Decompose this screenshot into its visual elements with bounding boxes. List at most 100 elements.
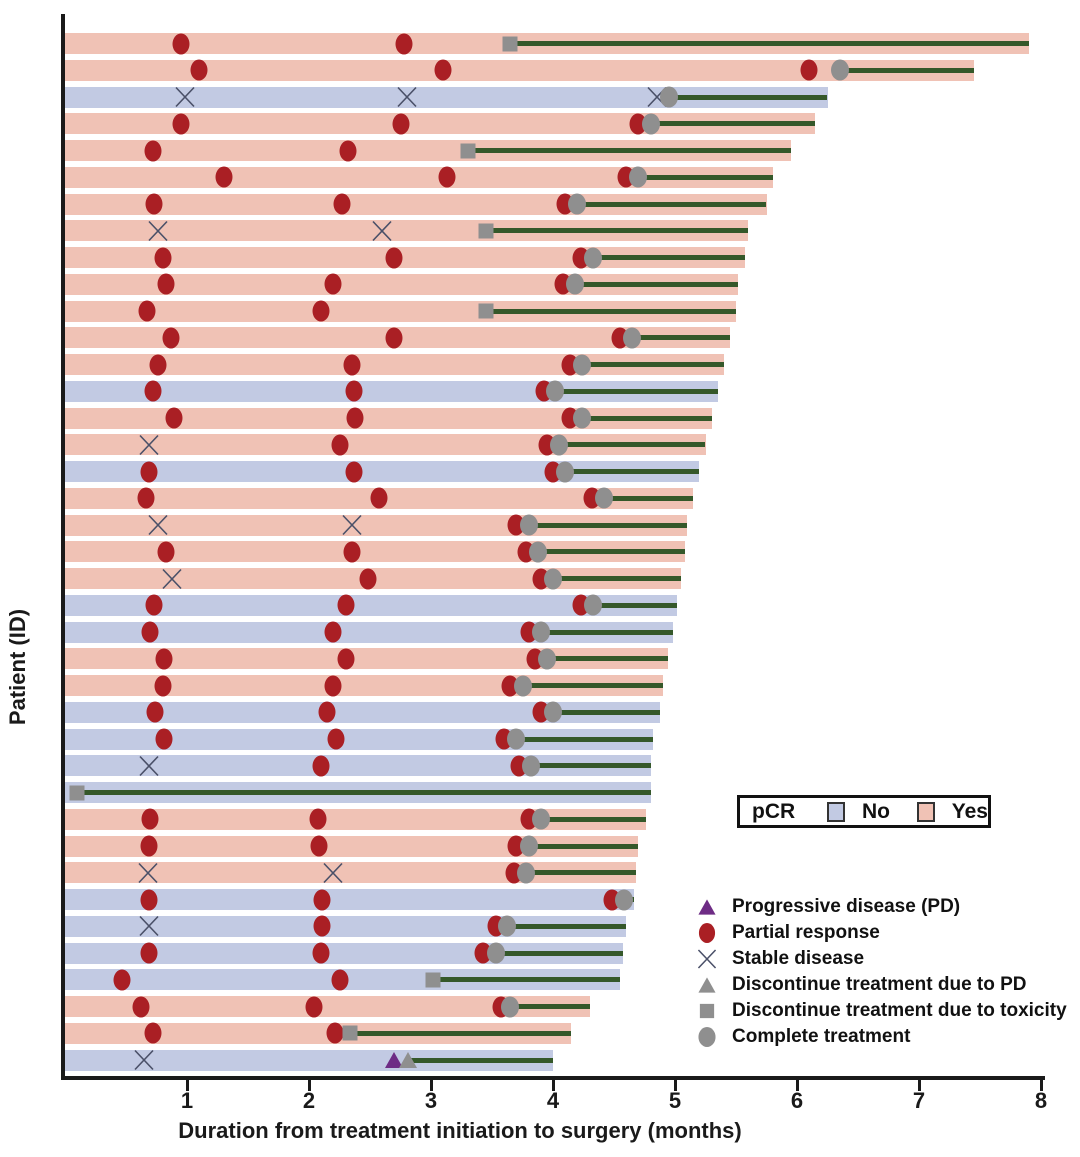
complete-treatment-marker: [507, 728, 526, 750]
partial-response-marker: [345, 380, 363, 402]
time-to-surgery-line: [467, 148, 791, 153]
partial-response-marker: [346, 407, 364, 429]
stable-disease-marker: [174, 86, 195, 108]
stable-disease-marker: [139, 916, 159, 937]
partial-response-marker: [333, 193, 351, 215]
partial-response-marker: [438, 166, 456, 188]
time-to-surgery-line: [77, 790, 651, 795]
patient-bar: [65, 407, 712, 429]
partial-response-marker: [146, 701, 164, 723]
discontinue-pd-marker: [398, 1052, 417, 1068]
complete-treatment-marker: [568, 193, 587, 215]
partial-response-marker: [149, 354, 167, 375]
partial-response-marker: [155, 728, 173, 750]
time-to-surgery-line: [522, 683, 663, 688]
complete-treatment-marker: [517, 862, 536, 884]
partial-response-marker: [165, 407, 183, 429]
partial-response-marker: [140, 942, 158, 964]
patient-bar: [65, 889, 634, 910]
time-to-surgery-line: [510, 41, 1029, 46]
x-axis-tick-label: 1: [180, 1088, 194, 1113]
patient-bar: [65, 1049, 553, 1071]
partial-response-marker: [343, 541, 361, 563]
discontinue-toxicity-marker: [342, 1025, 358, 1041]
patient-bar: [65, 113, 816, 135]
partial-response-marker: [144, 140, 162, 161]
x-axis-tick-label: 2: [302, 1088, 316, 1113]
partial-response-marker: [385, 327, 403, 349]
partial-response-marker: [144, 1022, 162, 1044]
x-axis-tick: [795, 1080, 799, 1091]
pcr-yes-label: Yes: [951, 799, 988, 823]
stable-disease-marker: [134, 1049, 154, 1071]
complete-treatment-marker: [546, 380, 565, 402]
stable-disease-marker: [323, 862, 343, 883]
discontinue-toxicity-marker: [699, 1003, 715, 1019]
partial-response-marker: [331, 969, 348, 991]
time-to-surgery-line: [668, 94, 828, 100]
time-to-surgery-line: [559, 442, 706, 448]
time-to-surgery-line: [510, 1004, 590, 1009]
pcr-no-swatch: [827, 801, 845, 822]
time-to-surgery-line: [407, 1057, 553, 1063]
time-to-surgery-line: [433, 977, 621, 983]
time-to-surgery-line: [574, 281, 739, 287]
stable-disease-marker: [397, 86, 417, 108]
x-axis-tick: [429, 1080, 433, 1091]
partial-response-marker: [312, 300, 330, 322]
pcr-legend-title: pCR: [752, 799, 796, 823]
partial-response-marker: [162, 327, 180, 349]
x-axis-tick-label: 3: [424, 1088, 438, 1113]
complete-treatment-marker: [486, 942, 505, 964]
complete-treatment-marker: [659, 86, 678, 108]
x-axis-title: Duration from treatment initiation to su…: [178, 1118, 742, 1143]
time-to-surgery-line: [495, 950, 623, 956]
partial-response-marker: [215, 166, 233, 188]
partial-response-marker: [331, 434, 348, 456]
patient-bar: [65, 808, 646, 830]
partial-response-marker: [137, 487, 155, 509]
complete-treatment-marker: [614, 889, 633, 910]
complete-treatment-marker: [544, 568, 562, 589]
partial-response-marker: [313, 889, 331, 910]
x-axis-tick: [185, 1080, 189, 1091]
discontinue-toxicity-marker: [502, 36, 518, 51]
patient-bar: [65, 354, 724, 375]
discontinue-toxicity-marker: [478, 303, 494, 319]
partial-response-marker: [392, 113, 409, 135]
partial-response-marker: [132, 996, 150, 1017]
patient-bar: [65, 835, 639, 857]
marker-legend-label: Partial response: [732, 922, 880, 943]
partial-response-marker: [337, 594, 355, 616]
time-to-surgery-line: [506, 923, 627, 929]
complete-treatment-marker: [513, 675, 532, 696]
complete-treatment-marker: [550, 434, 569, 456]
x-axis-line: [61, 1076, 1045, 1080]
time-to-surgery-line: [582, 415, 712, 421]
pcr-no-label: No: [861, 799, 890, 823]
marker-legend-label: Progressive disease (PD): [732, 896, 961, 917]
partial-response-marker: [313, 915, 331, 937]
time-to-surgery-line: [582, 362, 724, 367]
partial-response-marker: [359, 568, 377, 589]
time-to-surgery-line: [650, 121, 816, 127]
time-to-surgery-line: [565, 469, 700, 474]
complete-treatment-marker: [595, 487, 614, 509]
partial-response-marker: [113, 969, 131, 991]
x-axis-tick-label: 6: [790, 1088, 804, 1113]
complete-treatment-marker: [519, 835, 538, 857]
stable-disease-marker: [148, 220, 168, 241]
complete-treatment-marker: [531, 621, 550, 643]
partial-response-marker: [172, 33, 190, 54]
partial-response-marker: [140, 461, 158, 482]
complete-treatment-marker: [573, 407, 592, 429]
partial-response-marker: [345, 461, 363, 482]
time-to-surgery-line: [526, 870, 636, 876]
time-to-surgery-line: [485, 308, 736, 314]
partial-response-marker: [154, 247, 172, 268]
partial-response-marker: [305, 996, 323, 1017]
x-axis-tick: [673, 1080, 677, 1091]
partial-response-marker: [172, 113, 190, 135]
partial-response-marker: [312, 755, 330, 777]
time-to-surgery-line: [593, 602, 678, 608]
